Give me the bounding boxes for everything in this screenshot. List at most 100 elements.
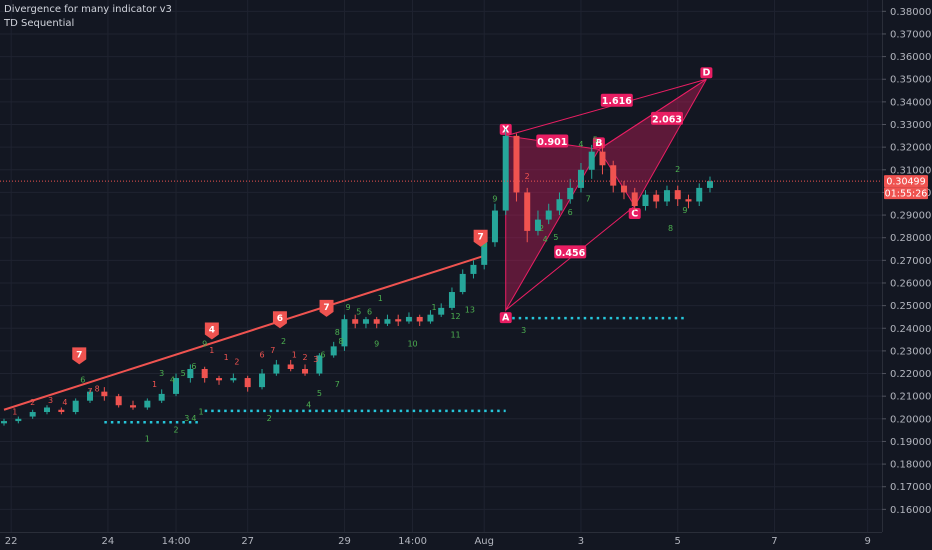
x-axis-panel: [0, 532, 882, 550]
x-axis[interactable]: 22 24 14:00 27 29 14:00 Aug 3 5 7 9: [0, 532, 882, 550]
sell-setup-marker: [72, 347, 87, 365]
y-tick-label: 0.25000: [890, 301, 931, 312]
td-count: 6: [80, 376, 85, 385]
candle-down: [599, 151, 606, 166]
candle-down: [130, 405, 137, 408]
pattern-point-a: [499, 312, 512, 324]
td-count: 2: [675, 165, 680, 174]
td-count: 7: [335, 380, 340, 389]
candle-down: [201, 369, 208, 379]
grid: [0, 0, 882, 532]
td-count: 2: [302, 353, 307, 362]
y-tick-label: 0.16000: [890, 505, 931, 516]
td-count: 7: [270, 346, 275, 355]
y-tick-label: 0.26000: [890, 278, 931, 289]
td-count: 4: [170, 376, 175, 385]
td-count: 2: [30, 398, 35, 407]
td-count: 8: [335, 328, 340, 337]
y-tick-label: 0.28000: [890, 233, 931, 244]
sell-setup-label: 4: [209, 326, 215, 336]
support-dots: [104, 316, 685, 424]
candle-up: [502, 135, 509, 211]
resistance-line: [3, 254, 485, 411]
td-count: 1: [209, 346, 214, 355]
candle-down: [395, 319, 402, 322]
td-count: 2: [267, 414, 272, 423]
td-count: 2: [281, 337, 286, 346]
y-tick-label: 0.23000: [890, 346, 931, 357]
sell-setup-label: 7: [76, 350, 82, 360]
td-count: 2: [525, 172, 530, 181]
td-count: 5: [553, 233, 558, 242]
td-count: 6: [191, 362, 196, 371]
pattern-ratio-box: [650, 111, 683, 125]
legend-divergence[interactable]: Divergence for many indicator v3: [4, 4, 172, 15]
candle-up: [588, 151, 595, 170]
candle-up: [545, 210, 552, 220]
candle-up: [642, 194, 649, 207]
candle-down: [674, 190, 681, 200]
sell-setup-markers: 7 4 6 7 7: [72, 229, 488, 365]
pattern-ratio-box: [554, 245, 587, 259]
td-count: 4: [543, 235, 548, 244]
sell-setup-label: 7: [323, 303, 329, 313]
td-count: 1: [292, 351, 297, 360]
pattern-point-label: C: [631, 209, 638, 220]
y-tick-label: 0.36000: [890, 52, 931, 63]
td-count: 6: [367, 308, 372, 317]
td-count: 12: [450, 312, 460, 321]
td-count: 8: [338, 337, 343, 346]
x-tick-label: 14:00: [162, 536, 191, 547]
x-tick-label: Aug: [474, 536, 494, 547]
price-badge-countdown: 01:55:26: [885, 189, 928, 200]
td-count: 4: [191, 414, 196, 423]
td-count: 3: [159, 369, 164, 378]
td-count: 7: [586, 194, 591, 203]
td-count: 13: [465, 305, 475, 314]
candle-up: [173, 378, 180, 394]
td-count: 6: [320, 351, 325, 360]
candle-up: [330, 346, 337, 356]
pattern-xab: [505, 135, 600, 313]
candle-up: [187, 369, 194, 379]
y-tick-label: 0.34000: [890, 97, 931, 108]
candle-up: [44, 407, 51, 413]
candle-up: [158, 393, 165, 401]
y-tick-label: 0.31000: [890, 165, 931, 176]
legend-td-sequential[interactable]: TD Sequential: [4, 18, 75, 29]
price-badge: 0.30499 01:55:26: [884, 175, 928, 200]
td-count: 1: [145, 434, 150, 443]
candle-down: [101, 391, 108, 397]
candle-up: [577, 169, 584, 188]
pattern-point-label: B: [595, 138, 602, 149]
td-count: 9: [202, 339, 207, 348]
x-tick-label: 14:00: [398, 536, 427, 547]
pattern-point-d: [700, 67, 713, 79]
td-count: 1: [199, 407, 204, 416]
pattern-point-c: [628, 208, 641, 220]
td-count: 4: [578, 140, 583, 149]
td-count: 7: [87, 387, 92, 396]
x-tick-label: 7: [771, 536, 777, 547]
candle-down: [58, 409, 65, 413]
y-axis[interactable]: 0.38000 0.37000 0.36000 0.35000 0.34000 0.330…: [882, 0, 932, 550]
candle-up: [438, 307, 445, 315]
td-count: 1: [378, 294, 383, 303]
pattern-ratio-label: 1.616: [602, 96, 632, 107]
candle-up: [273, 364, 280, 374]
candle-down: [244, 378, 251, 388]
candle-up: [72, 400, 79, 413]
x-tick-label: 29: [338, 536, 351, 547]
td-count: 4: [62, 398, 67, 407]
candle-up: [15, 418, 22, 422]
candle-down: [373, 319, 380, 324]
td-count: 8: [668, 224, 673, 233]
td-count: 1: [224, 353, 229, 362]
td-count: 8: [95, 385, 100, 394]
candle-up: [1, 421, 7, 424]
pattern-point-label: D: [702, 68, 710, 79]
td-count: 3: [184, 414, 189, 423]
y-tick-label: 0.29000: [890, 211, 931, 222]
